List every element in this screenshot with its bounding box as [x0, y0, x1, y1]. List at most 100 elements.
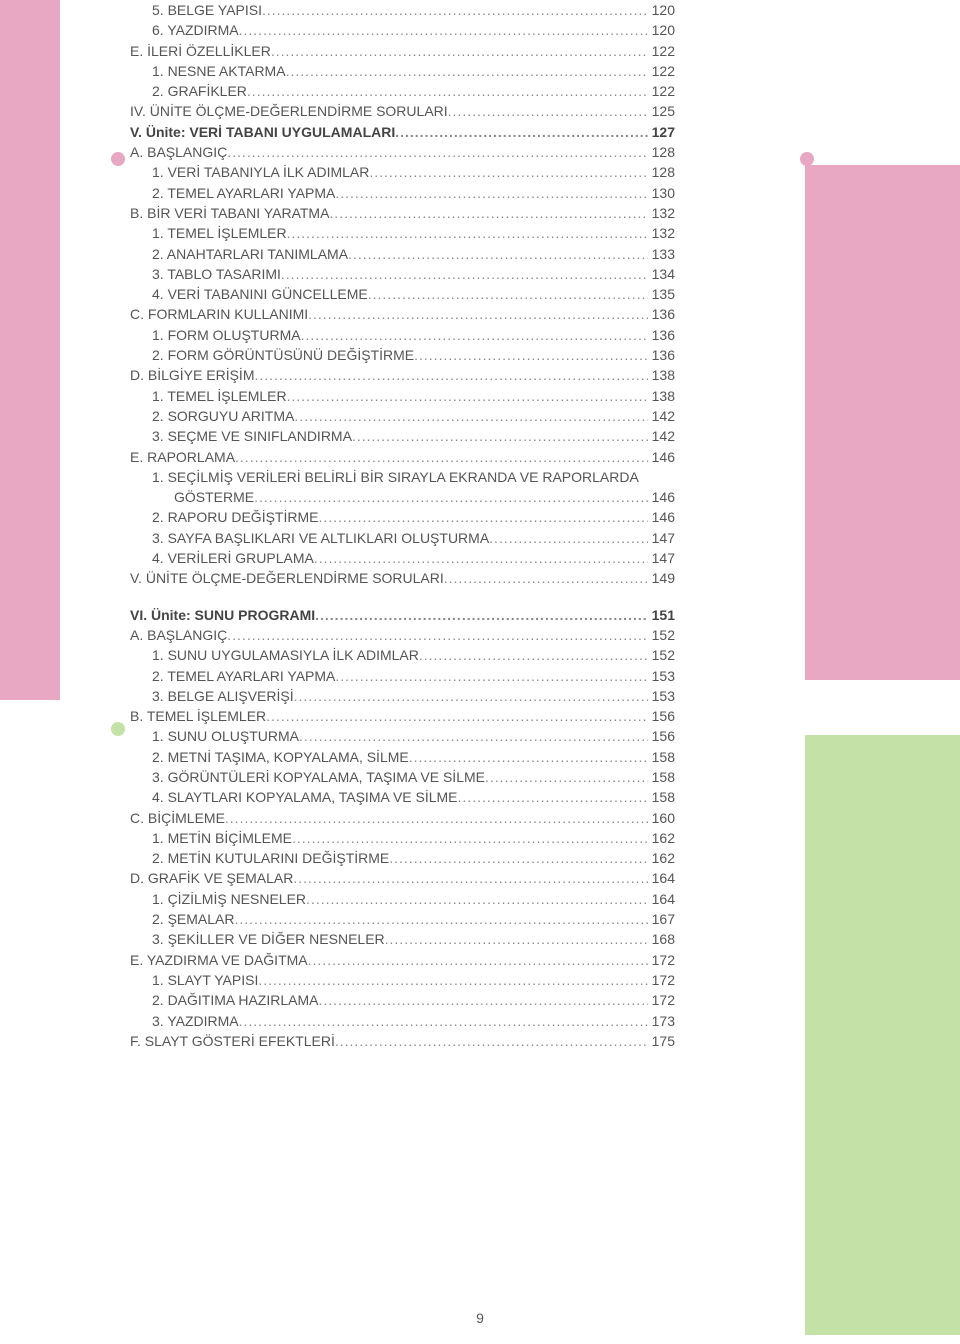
- toc-page: 120: [648, 20, 675, 40]
- toc-label: 1. TEMEL İŞLEMLER: [152, 223, 287, 243]
- toc-leader: [335, 666, 647, 686]
- toc-label: C. BİÇİMLEME: [130, 808, 225, 828]
- toc-page: 152: [648, 645, 675, 665]
- toc-leader: [395, 122, 647, 142]
- toc-entry: 2. ŞEMALAR 167: [130, 909, 675, 929]
- toc-label: 4. VERİ TABANINI GÜNCELLEME: [152, 284, 368, 304]
- toc-page: 136: [648, 345, 675, 365]
- toc-label: 1. ÇİZİLMİŞ NESNELER: [152, 889, 306, 909]
- toc-entry: 1. TEMEL İŞLEMLER 138: [130, 386, 675, 406]
- toc-page: 158: [648, 767, 675, 787]
- toc-label: IV. ÜNİTE ÖLÇME-DEĞERLENDİRME SORULARI: [130, 101, 448, 121]
- toc-entry: 2. METNİ TAŞIMA, KOPYALAMA, SİLME 158: [130, 747, 675, 767]
- toc-page: 172: [648, 990, 675, 1010]
- toc-page: 142: [648, 406, 675, 426]
- toc-page: 138: [648, 386, 675, 406]
- toc-label: A. BAŞLANGIÇ: [130, 625, 227, 645]
- toc-label: 1. SEÇİLMİŞ VERİLERİ BELİRLİ BİR SIRAYLA…: [152, 467, 639, 487]
- toc-label: E. RAPORLAMA: [130, 447, 235, 467]
- toc-leader: [444, 568, 648, 588]
- toc-page: 138: [648, 365, 675, 385]
- toc-leader: [227, 142, 647, 162]
- toc-entry: C. FORMLARIN KULLANIMI 136: [130, 304, 675, 324]
- toc-label: D. GRAFİK VE ŞEMALAR: [130, 868, 293, 888]
- toc-entry: 3. GÖRÜNTÜLERİ KOPYALAMA, TAŞIMA VE SİLM…: [130, 767, 675, 787]
- toc-page: 127: [648, 122, 675, 142]
- toc-leader: [293, 868, 647, 888]
- toc-page: 158: [648, 747, 675, 767]
- toc-label: 5. BELGE YAPISI: [152, 0, 262, 20]
- toc-label: 2. ŞEMALAR: [152, 909, 234, 929]
- page-number: 9: [0, 1310, 960, 1326]
- toc-label: C. FORMLARIN KULLANIMI: [130, 304, 308, 324]
- toc-entry: 3. BELGE ALIŞVERİŞİ 153: [130, 686, 675, 706]
- toc-page: 164: [648, 889, 675, 909]
- toc-entry: 1. METİN BİÇİMLEME 162: [130, 828, 675, 848]
- toc-entry: 4. SLAYTLARI KOPYALAMA, TAŞIMA VE SİLME …: [130, 787, 675, 807]
- toc-leader: [227, 625, 647, 645]
- toc-entry: E. İLERİ ÖZELLİKLER 122: [130, 41, 675, 61]
- toc-page: 133: [648, 244, 675, 264]
- toc-label: F. SLAYT GÖSTERİ EFEKTLERİ: [130, 1031, 335, 1051]
- toc-label: D. BİLGİYE ERİŞİM: [130, 365, 254, 385]
- toc-page: 142: [648, 426, 675, 446]
- toc-page: 147: [648, 548, 675, 568]
- toc-page: 156: [648, 726, 675, 746]
- toc-entry: 1. SUNU UYGULAMASIYLA İLK ADIMLAR 152: [130, 645, 675, 665]
- toc-label: 1. VERİ TABANIYLA İLK ADIMLAR: [152, 162, 369, 182]
- toc-entry: A. BAŞLANGIÇ 152: [130, 625, 675, 645]
- toc-entry: GÖSTERME 146: [130, 487, 675, 507]
- toc-entry: B. TEMEL İŞLEMLER 156: [130, 706, 675, 726]
- toc-page: 160: [648, 808, 675, 828]
- toc-leader: [414, 345, 648, 365]
- toc-entry: 1. TEMEL İŞLEMLER 132: [130, 223, 675, 243]
- toc-entry: E. YAZDIRMA VE DAĞITMA 172: [130, 950, 675, 970]
- toc-label: V. ÜNİTE ÖLÇME-DEĞERLENDİRME SORULARI: [130, 568, 444, 588]
- toc-page: 162: [648, 828, 675, 848]
- toc-leader: [294, 686, 648, 706]
- toc-label: GÖSTERME: [174, 487, 254, 507]
- toc-label: 1. SUNU OLUŞTURMA: [152, 726, 299, 746]
- toc-label: 3. SEÇME VE SINIFLANDIRMA: [152, 426, 352, 446]
- toc-entry: 2. TEMEL AYARLARI YAPMA 153: [130, 666, 675, 686]
- toc-entry: E. RAPORLAMA 146: [130, 447, 675, 467]
- toc-page: 175: [648, 1031, 675, 1051]
- toc-page: 151: [648, 605, 675, 625]
- toc-entry: B. BİR VERİ TABANI YARATMA 132: [130, 203, 675, 223]
- toc-leader: [368, 284, 648, 304]
- toc-entry: 4. VERİLERİ GRUPLAMA 147: [130, 548, 675, 568]
- toc-leader: [315, 605, 648, 625]
- toc-leader: [335, 1031, 648, 1051]
- toc-entry: 6. YAZDIRMA 120: [130, 20, 675, 40]
- toc-page: 168: [648, 929, 675, 949]
- toc-entry: 3. YAZDIRMA 173: [130, 1011, 675, 1031]
- section-marker-dot: [800, 152, 814, 166]
- section-marker-dot: [111, 152, 125, 166]
- toc-leader: [352, 426, 648, 446]
- toc-label: E. İLERİ ÖZELLİKLER: [130, 41, 271, 61]
- toc-leader: [389, 848, 647, 868]
- toc-page: 167: [648, 909, 675, 929]
- toc-entry: C. BİÇİMLEME 160: [130, 808, 675, 828]
- toc-page: 156: [648, 706, 675, 726]
- toc-label: 2. RAPORU DEĞİŞTİRME: [152, 507, 318, 527]
- toc-leader: [419, 645, 648, 665]
- toc-leader: [235, 447, 648, 467]
- toc-leader: [234, 909, 647, 929]
- toc-entry: IV. ÜNİTE ÖLÇME-DEĞERLENDİRME SORULARI 1…: [130, 101, 675, 121]
- toc-leader: [287, 223, 648, 243]
- toc-label: 3. YAZDIRMA: [152, 1011, 239, 1031]
- toc-label: E. YAZDIRMA VE DAĞITMA: [130, 950, 308, 970]
- toc-leader: [314, 548, 648, 568]
- toc-entry: 3. SAYFA BAŞLIKLARI VE ALTLIKLARI OLUŞTU…: [130, 528, 675, 548]
- toc-entry: 2. ANAHTARLARI TANIMLAMA 133: [130, 244, 675, 264]
- toc-page: 172: [648, 970, 675, 990]
- toc-leader: [286, 61, 648, 81]
- toc-entry: 2. DAĞITIMA HAZIRLAMA 172: [130, 990, 675, 1010]
- toc-leader: [369, 162, 647, 182]
- toc-label: A. BAŞLANGIÇ: [130, 142, 227, 162]
- toc-leader: [409, 747, 648, 767]
- toc-leader: [318, 507, 647, 527]
- toc-page: 120: [648, 0, 675, 20]
- toc-leader: [281, 264, 648, 284]
